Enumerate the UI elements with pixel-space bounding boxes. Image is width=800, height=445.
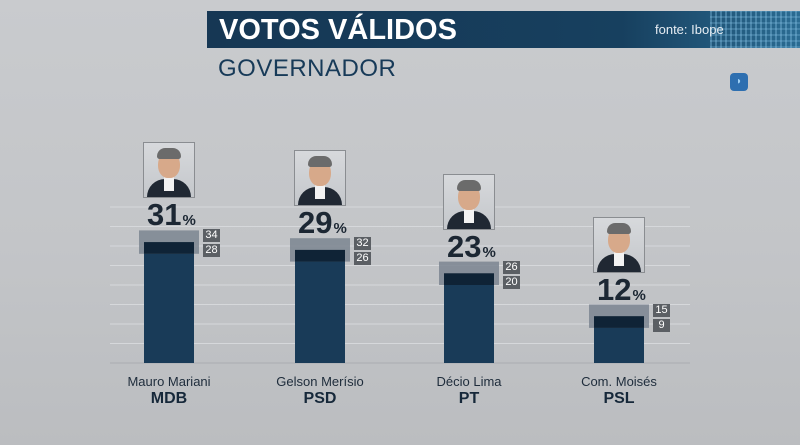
value-number: 31 xyxy=(147,197,182,233)
candidate-photo xyxy=(143,142,195,199)
lower-bound-label: 26 xyxy=(354,252,371,266)
candidate-party: PSL xyxy=(603,390,635,407)
upper-bound-label: 26 xyxy=(503,260,520,274)
candidate-party: MDB xyxy=(150,390,188,407)
candidate-party: PT xyxy=(458,390,480,407)
value-label: 23% xyxy=(447,231,496,262)
bar xyxy=(144,242,194,363)
candidate-name: Mauro Mariani xyxy=(127,374,211,389)
bar-top xyxy=(594,316,644,328)
value-label: 12% xyxy=(597,274,646,305)
lower-bound-label: 28 xyxy=(203,244,220,258)
upper-bound-label: 32 xyxy=(354,237,371,251)
candidate-name: Com. Moisés xyxy=(581,374,657,389)
upper-bound-label: 34 xyxy=(203,229,220,243)
bar-top xyxy=(444,273,494,285)
bar xyxy=(295,249,345,363)
broadcaster-logo-icon: ◗ xyxy=(730,73,748,91)
value-number: 12 xyxy=(597,271,632,307)
lower-bound-label: 9 xyxy=(653,318,670,332)
value-number: 23 xyxy=(447,228,482,264)
bar xyxy=(444,273,494,363)
chart-subtitle: GOVERNADOR xyxy=(218,55,397,82)
source-label: fonte: Ibope xyxy=(655,22,724,37)
percent-sign: % xyxy=(632,286,646,304)
chart-title: VOTOS VÁLIDOS xyxy=(219,14,457,46)
candidate-photo xyxy=(443,173,495,230)
bar-top xyxy=(144,242,194,254)
candidate-name: Gelson Merísio xyxy=(276,374,364,389)
percent-sign: % xyxy=(333,220,347,238)
candidate-name: Décio Lima xyxy=(436,374,502,389)
value-number: 29 xyxy=(298,205,333,241)
header-bar: VOTOS VÁLIDOS fonte: Ibope xyxy=(207,11,800,48)
candidate-party: PSD xyxy=(303,390,337,407)
percent-sign: % xyxy=(482,243,496,261)
percent-sign: % xyxy=(182,212,196,230)
upper-bound-label: 15 xyxy=(653,303,670,317)
bar-top xyxy=(295,249,345,262)
lower-bound-label: 20 xyxy=(503,275,520,289)
value-label: 31% xyxy=(147,199,196,230)
candidate-photo xyxy=(593,216,645,273)
header-texture xyxy=(710,11,800,48)
value-label: 29% xyxy=(298,207,347,238)
candidate-photo xyxy=(294,150,346,207)
